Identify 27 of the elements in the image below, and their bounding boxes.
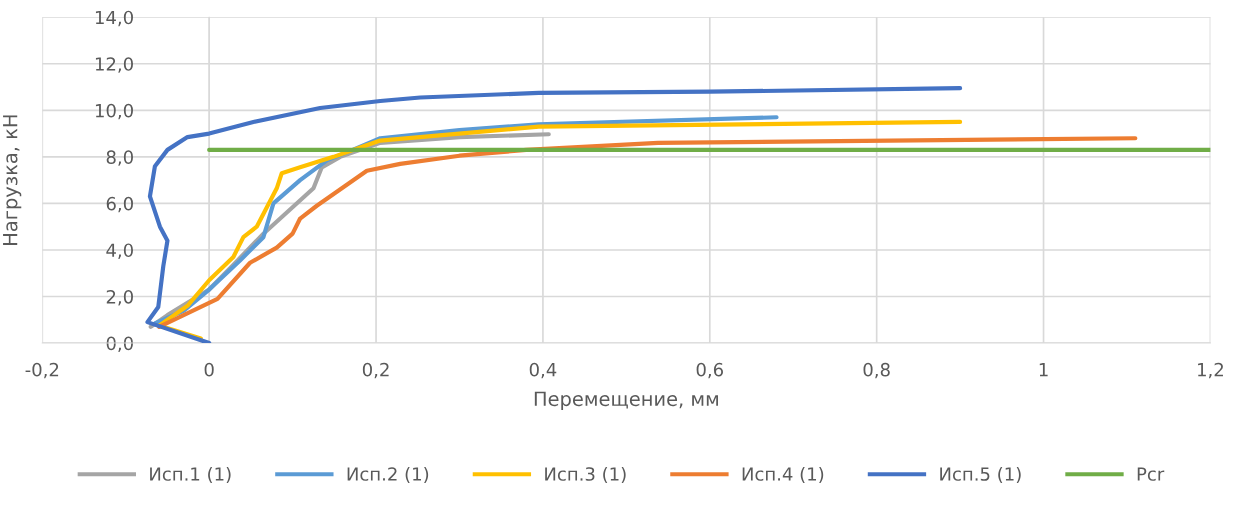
line-series [157, 119, 963, 341]
x-tick-label: 0,2 [362, 362, 389, 379]
x-tick-label: 0 [204, 362, 214, 377]
legend-label: Исп.1 (1) [150, 466, 231, 483]
x-axis-title: Перемещение, мм [534, 391, 718, 410]
x-tick-label: 1,2 [1198, 362, 1223, 379]
y-tick-label: 8,0 [106, 150, 133, 166]
y-tick-label: 2,0 [106, 289, 133, 306]
y-tick-label: 14,0 [95, 10, 133, 27]
x-tick-label: 1 [1039, 363, 1048, 377]
x-tick-label: -0,2 [25, 362, 59, 379]
x-tick-label: 0,8 [863, 362, 890, 379]
y-axis-title: Нагрузка, кН [3, 115, 22, 245]
legend-label: Исп.2 (1) [347, 466, 429, 483]
y-tick-label: 0,0 [106, 336, 133, 353]
legend-label: Исп.4 (1) [742, 466, 824, 483]
legend-label: Исп.3 (1) [545, 466, 626, 483]
y-tick-label: 6,0 [106, 196, 133, 213]
line-series [157, 136, 1138, 329]
y-tick-label: 12,0 [95, 57, 133, 73]
x-tick-label: 0,6 [696, 362, 724, 379]
legend-label: Исп.5 (1) [940, 466, 1021, 483]
y-tick-label: 4,0 [106, 243, 133, 259]
line-series [145, 86, 963, 344]
legend-label: Pcr [1137, 467, 1165, 481]
x-tick-label: 0,4 [529, 362, 557, 379]
y-tick-label: 10,0 [95, 103, 133, 120]
